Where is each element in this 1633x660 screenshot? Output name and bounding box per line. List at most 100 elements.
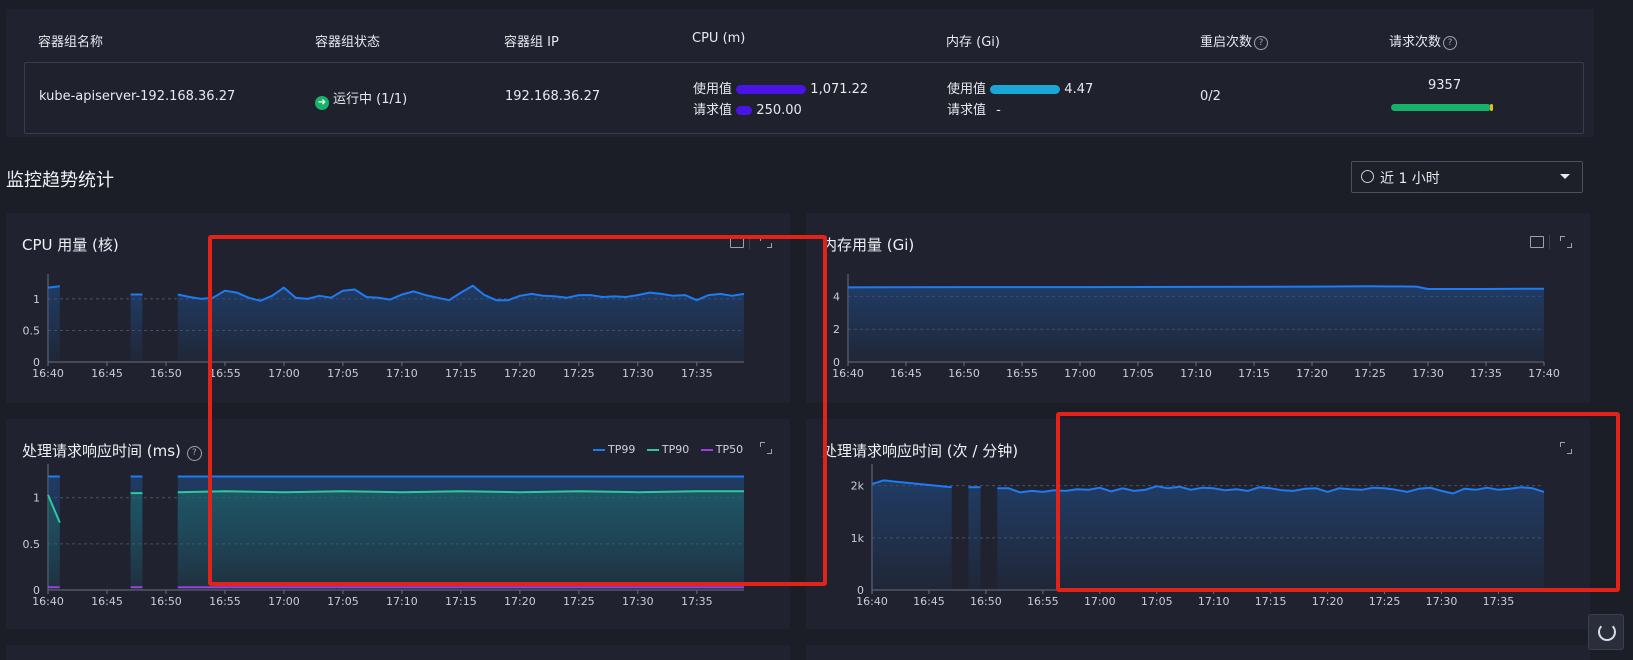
x-tick-label: 17:30 [622,367,654,380]
series-line [871,479,952,489]
y-tick-label: 2k [851,480,865,493]
x-tick-label: 17:05 [327,367,359,380]
highlight-box-right [1056,412,1620,592]
section-title: 监控趋势统计 [6,170,114,191]
cpu-chart: 0 0.5 1 16:40 16:45 16:50 16:55 17:00 17:05 17:10… [23,274,745,380]
x-tick-label: 17:20 [1296,367,1328,380]
latency-chart-panel: 处理请求响应时间 (ms)? TP99 TP90 TP50 0 0.5 1 16:40… [6,419,790,629]
x-tick-label: 17:35 [1470,367,1502,380]
series-area [130,294,143,362]
series-area [968,487,981,590]
series-area [177,491,745,590]
fullscreen-icon[interactable] [1560,442,1572,454]
x-tick-label: 16:55 [209,367,241,380]
fullscreen-icon[interactable] [1560,236,1572,248]
x-tick-label: 17:15 [445,595,477,608]
x-tick-label: 17:05 [1141,595,1173,608]
request-count-bar [1391,104,1493,111]
series-line [177,490,744,494]
toolbar-divider [749,235,750,249]
legend: TP99 TP90 TP50 [593,443,743,456]
x-tick-label: 17:30 [1426,595,1458,608]
rate-chart-panel: 处理请求响应时间 (次 / 分钟) 0 1k 2k 16:40 16:45 16:50 16… [806,419,1590,629]
x-tick-label: 17:20 [1312,595,1344,608]
cpu-request-label: 请求值 [693,103,733,118]
time-range-value: 近 1 小时 [1380,171,1440,187]
help-icon[interactable]: ? [1443,36,1458,50]
memory-chart-panel: 内存用量 (Gi) 0 2 4 16:40 16:45 16:50 16:55 17:00 17… [806,213,1590,403]
series-line [847,285,1545,290]
header-requests: 请求次数? [1389,31,1458,50]
series-area [48,494,60,590]
running-arrow-icon: ➜ [315,96,329,110]
y-tick-label: 0 [833,356,840,369]
restart-count: 0/2 [1200,89,1221,104]
series-line [47,494,61,523]
y-tick-label: 1 [33,492,40,505]
x-tick-label: 17:25 [1354,367,1386,380]
legend-tp99[interactable]: TP99 [593,443,635,456]
legend-tp50[interactable]: TP50 [700,443,743,456]
x-tick-label: 16:50 [970,595,1002,608]
x-tick-label: 16:40 [832,367,864,380]
y-tick-label: 1k [851,532,865,545]
x-tick-label: 16:40 [32,367,64,380]
x-tick-label: 16:50 [150,367,182,380]
x-tick-label: 17:35 [1483,595,1515,608]
mem-used-bar [990,85,1061,94]
pod-name[interactable]: kube-apiserver-192.168.36.27 [39,89,236,104]
cpu-request-value: 250.00 [756,103,802,118]
legend-tp90[interactable]: TP90 [646,443,689,456]
help-icon[interactable]: ? [186,446,202,461]
clock-icon [1361,170,1374,183]
x-tick-label: 17:00 [1064,367,1096,380]
mem-request-value: - [996,103,1001,118]
x-tick-label: 16:40 [32,595,64,608]
x-tick-label: 17:10 [1198,595,1230,608]
header-name: 容器组名称 [38,35,104,50]
status-text: 运行中 (1/1) [333,92,408,107]
header-restarts-label: 重启次数 [1200,35,1253,50]
cpu-used-label: 使用值 [693,82,733,97]
x-tick-label: 17:25 [563,595,595,608]
x-tick-label: 16:40 [856,595,888,608]
x-tick-label: 16:50 [948,367,980,380]
series-line [177,284,745,302]
x-tick-label: 17:00 [268,595,300,608]
x-tick-label: 16:45 [890,367,922,380]
memory-chart-title: 内存用量 (Gi) [822,236,915,254]
help-icon[interactable]: ? [1254,36,1269,50]
memory-chart: 0 2 4 16:40 16:45 16:50 16:55 17:00 17:05 17:10 17… [832,274,1560,380]
refresh-button[interactable] [1588,614,1624,650]
x-tick-label: 16:55 [209,595,241,608]
series-line [47,285,60,289]
chevron-down-icon [1560,174,1570,179]
x-tick-label: 17:15 [445,367,477,380]
fullscreen-icon[interactable] [760,442,772,454]
cpu-request-bar [736,106,753,115]
pod-table-panel: 容器组名称 容器组状态 容器组 IP CPU (m) 内存 (Gi) 重启次数?… [6,9,1594,137]
x-tick-label: 17:30 [622,595,654,608]
request-bar-end [1490,104,1493,111]
series-area [872,480,952,590]
header-status: 容器组状态 [315,35,381,50]
x-tick-label: 17:15 [1238,367,1270,380]
series-line [997,485,1545,495]
table-row[interactable]: kube-apiserver-192.168.36.27 ➜ 运行中 (1/1) … [24,62,1584,134]
x-tick-label: 17:10 [1180,367,1212,380]
data-view-icon[interactable] [1530,236,1544,248]
rate-chart: 0 1k 2k 16:40 16:45 16:50 16:55 17:00 17:05 17:10… [851,464,1545,608]
next-chart-panel [806,645,1590,660]
header-ip: 容器组 IP [504,35,559,50]
series-area [48,286,60,362]
series-area [848,286,1544,362]
x-tick-label: 17:20 [504,367,536,380]
latency-chart-title: 处理请求响应时间 (ms)? [22,440,202,461]
cpu-used: 使用值 1,071.22 [693,78,868,97]
y-tick-label: 0.5 [23,538,41,551]
time-range-select[interactable]: 近 1 小时 [1351,161,1583,193]
cpu-request: 请求值 250.00 [693,99,802,118]
x-tick-label: 16:45 [91,367,123,380]
refresh-icon [1598,623,1616,641]
mem-used-label: 使用值 [947,82,987,97]
